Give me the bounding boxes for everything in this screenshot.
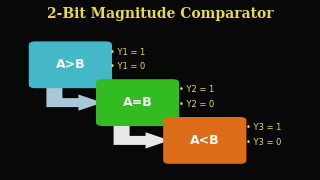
Polygon shape bbox=[114, 122, 170, 148]
Text: • Y1 = 1
• Y1 = 0: • Y1 = 1 • Y1 = 0 bbox=[110, 48, 146, 71]
Text: A<B: A<B bbox=[190, 134, 220, 147]
FancyBboxPatch shape bbox=[29, 41, 112, 88]
Text: • Y2 = 1
• Y2 = 0: • Y2 = 1 • Y2 = 0 bbox=[179, 85, 214, 109]
Polygon shape bbox=[46, 85, 102, 111]
Text: • Y3 = 1
• Y3 = 0: • Y3 = 1 • Y3 = 0 bbox=[246, 123, 282, 147]
Text: 2-Bit Magnitude Comparator: 2-Bit Magnitude Comparator bbox=[47, 7, 273, 21]
FancyBboxPatch shape bbox=[163, 117, 246, 164]
Text: A>B: A>B bbox=[56, 58, 85, 71]
Text: A=B: A=B bbox=[123, 96, 152, 109]
FancyBboxPatch shape bbox=[96, 79, 179, 126]
